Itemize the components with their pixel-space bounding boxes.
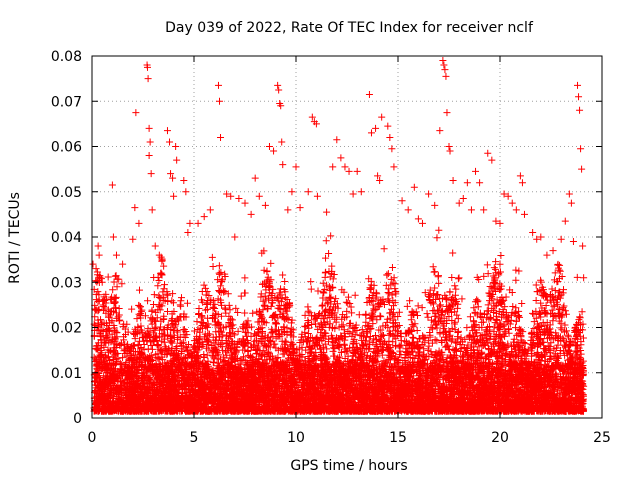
data-point [491, 265, 499, 273]
data-point [234, 308, 242, 316]
data-point [213, 355, 221, 363]
data-point [564, 331, 572, 339]
data-point [259, 297, 267, 305]
data-point [384, 288, 392, 296]
data-point [147, 341, 155, 349]
data-point [453, 339, 461, 347]
data-point [328, 310, 336, 318]
data-point [509, 303, 517, 311]
data-point [515, 267, 523, 275]
data-point [510, 335, 518, 343]
data-point [542, 301, 550, 309]
data-point [361, 349, 369, 357]
data-point [458, 295, 466, 303]
data-point [390, 302, 398, 310]
data-point [429, 325, 437, 333]
data-point [348, 309, 356, 317]
data-point [480, 272, 488, 280]
data-point [277, 305, 285, 313]
data-point [113, 283, 121, 291]
data-point [455, 274, 463, 282]
data-points [89, 57, 588, 415]
data-point [423, 310, 431, 318]
data-point [512, 276, 520, 284]
data-point [306, 309, 314, 317]
data-point [421, 289, 429, 297]
data-point [383, 318, 391, 326]
data-point [215, 269, 223, 277]
data-point [512, 324, 520, 332]
data-point [209, 263, 217, 271]
data-point [424, 346, 432, 354]
data-point [457, 348, 465, 356]
data-point [549, 317, 557, 325]
data-point [237, 292, 245, 300]
data-point [347, 303, 355, 311]
data-point [452, 285, 460, 293]
data-point [112, 294, 120, 302]
